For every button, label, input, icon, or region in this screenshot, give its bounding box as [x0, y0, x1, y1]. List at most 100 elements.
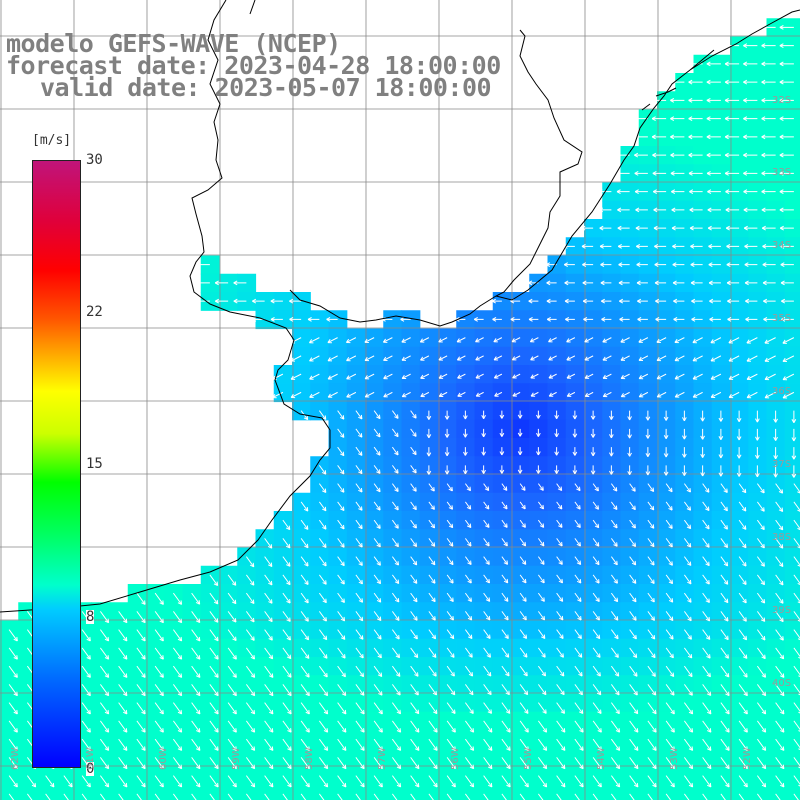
wind-arrow-head: [650, 636, 655, 640]
wind-arrow-head: [304, 582, 309, 585]
wind-arrow-head: [524, 711, 529, 714]
wind-arrow-head: [745, 654, 748, 659]
wind-arrow: [245, 611, 255, 623]
wind-arrow-head: [736, 454, 740, 459]
wind-arrow-head: [271, 673, 274, 678]
wind-arrow-head: [431, 636, 436, 640]
wind-arrow-head: [435, 690, 438, 695]
wind-arrow-head: [564, 282, 569, 286]
wind-arrow-head: [572, 433, 576, 438]
wind-arrow-head: [582, 300, 587, 304]
wind-arrow-head: [537, 451, 541, 456]
wind-arrow-head: [760, 490, 765, 494]
wind-arrow-head: [724, 656, 729, 659]
wind-arrow-head: [600, 280, 605, 284]
wind-arrow-head: [597, 560, 600, 565]
wind-arrow: [574, 775, 584, 788]
wind-arrow-head: [690, 653, 693, 659]
wind-arrow-head: [652, 152, 657, 156]
wind-arrow-head: [433, 784, 438, 788]
wind-arrow: [318, 592, 327, 603]
wind-arrow-head: [345, 338, 350, 343]
wind-arrow-head: [540, 562, 545, 565]
wind-arrow-head: [397, 561, 400, 566]
wind-arrow-head: [378, 414, 381, 419]
wind-arrow-head: [358, 453, 363, 456]
wind-arrow-head: [728, 357, 732, 362]
wind-arrow-head: [651, 134, 656, 138]
wind-arrow: [702, 592, 710, 603]
wind-arrow: [683, 538, 692, 548]
wind-arrow: [775, 665, 785, 678]
wind-arrow: [793, 684, 800, 694]
wind-arrow-head: [286, 582, 291, 586]
wind-arrow-head: [577, 636, 582, 640]
wind-arrow: [227, 684, 237, 696]
wind-arrow-head: [324, 415, 327, 420]
wind-arrow: [282, 574, 291, 585]
wind-arrow-head: [690, 264, 695, 267]
wind-arrow-head: [426, 415, 430, 420]
wind-arrow-head: [503, 562, 508, 565]
wind-arrow-head: [761, 711, 766, 715]
field-cell: [438, 383, 457, 403]
field-cell: [693, 383, 713, 403]
field-cell: [547, 273, 567, 293]
wind-arrow-head: [378, 730, 383, 733]
wind-arrow: [282, 665, 292, 678]
wind-arrow-head: [579, 542, 581, 547]
wind-arrow: [720, 501, 728, 512]
wind-arrow-head: [444, 452, 448, 457]
wind-arrow-head: [564, 280, 569, 284]
wind-arrow-head: [361, 543, 363, 548]
field-cell: [730, 73, 749, 92]
wind-arrow-head: [708, 616, 711, 621]
wind-arrow-head: [198, 600, 201, 605]
wind-arrow-head: [322, 508, 327, 512]
field-cell: [346, 383, 366, 403]
field-cell: [328, 365, 348, 384]
wind-arrow-head: [700, 472, 704, 477]
wind-arrow-head: [177, 693, 182, 697]
wind-arrow-head: [756, 436, 760, 441]
wind-arrow-head: [572, 470, 576, 475]
wind-arrow-head: [728, 764, 730, 769]
wind-arrow-head: [363, 764, 365, 769]
wind-arrow: [548, 373, 557, 379]
wind-arrow: [439, 391, 448, 397]
wind-arrow: [282, 775, 292, 788]
wind-arrow: [118, 611, 128, 623]
wind-arrow-head: [760, 582, 765, 586]
field-cell: [693, 91, 713, 111]
wind-arrow: [264, 574, 273, 586]
wind-arrow-head: [584, 374, 588, 379]
wind-arrow: [610, 611, 619, 621]
wind-arrow: [720, 574, 729, 585]
wind-arrow: [245, 720, 256, 733]
wind-arrow-head: [779, 225, 784, 229]
wind-arrow-head: [380, 672, 383, 677]
wind-arrow-head: [582, 298, 587, 302]
wind-arrow-head: [417, 764, 420, 769]
wind-arrow-head: [306, 525, 309, 530]
wind-arrow: [428, 629, 436, 640]
wind-arrow-head: [597, 486, 599, 491]
field-cell: [766, 310, 786, 330]
wind-arrow-head: [290, 691, 292, 696]
wind-arrow: [746, 337, 758, 344]
wind-arrow: [683, 775, 694, 788]
wind-arrow-head: [616, 189, 621, 193]
wind-arrow-head: [636, 244, 641, 247]
wind-arrow-head: [798, 784, 800, 787]
field-cell: [328, 784, 348, 800]
wind-arrow: [647, 629, 656, 640]
wind-arrow-head: [451, 523, 454, 528]
wind-arrow-head: [672, 280, 677, 284]
wind-arrow-head: [691, 709, 694, 715]
wind-arrow-head: [652, 542, 655, 547]
field-cell: [657, 328, 676, 348]
field-cell: [638, 237, 658, 257]
wind-arrow-head: [286, 564, 291, 567]
wind-arrow-head: [706, 79, 711, 83]
field-cell: [620, 328, 640, 348]
